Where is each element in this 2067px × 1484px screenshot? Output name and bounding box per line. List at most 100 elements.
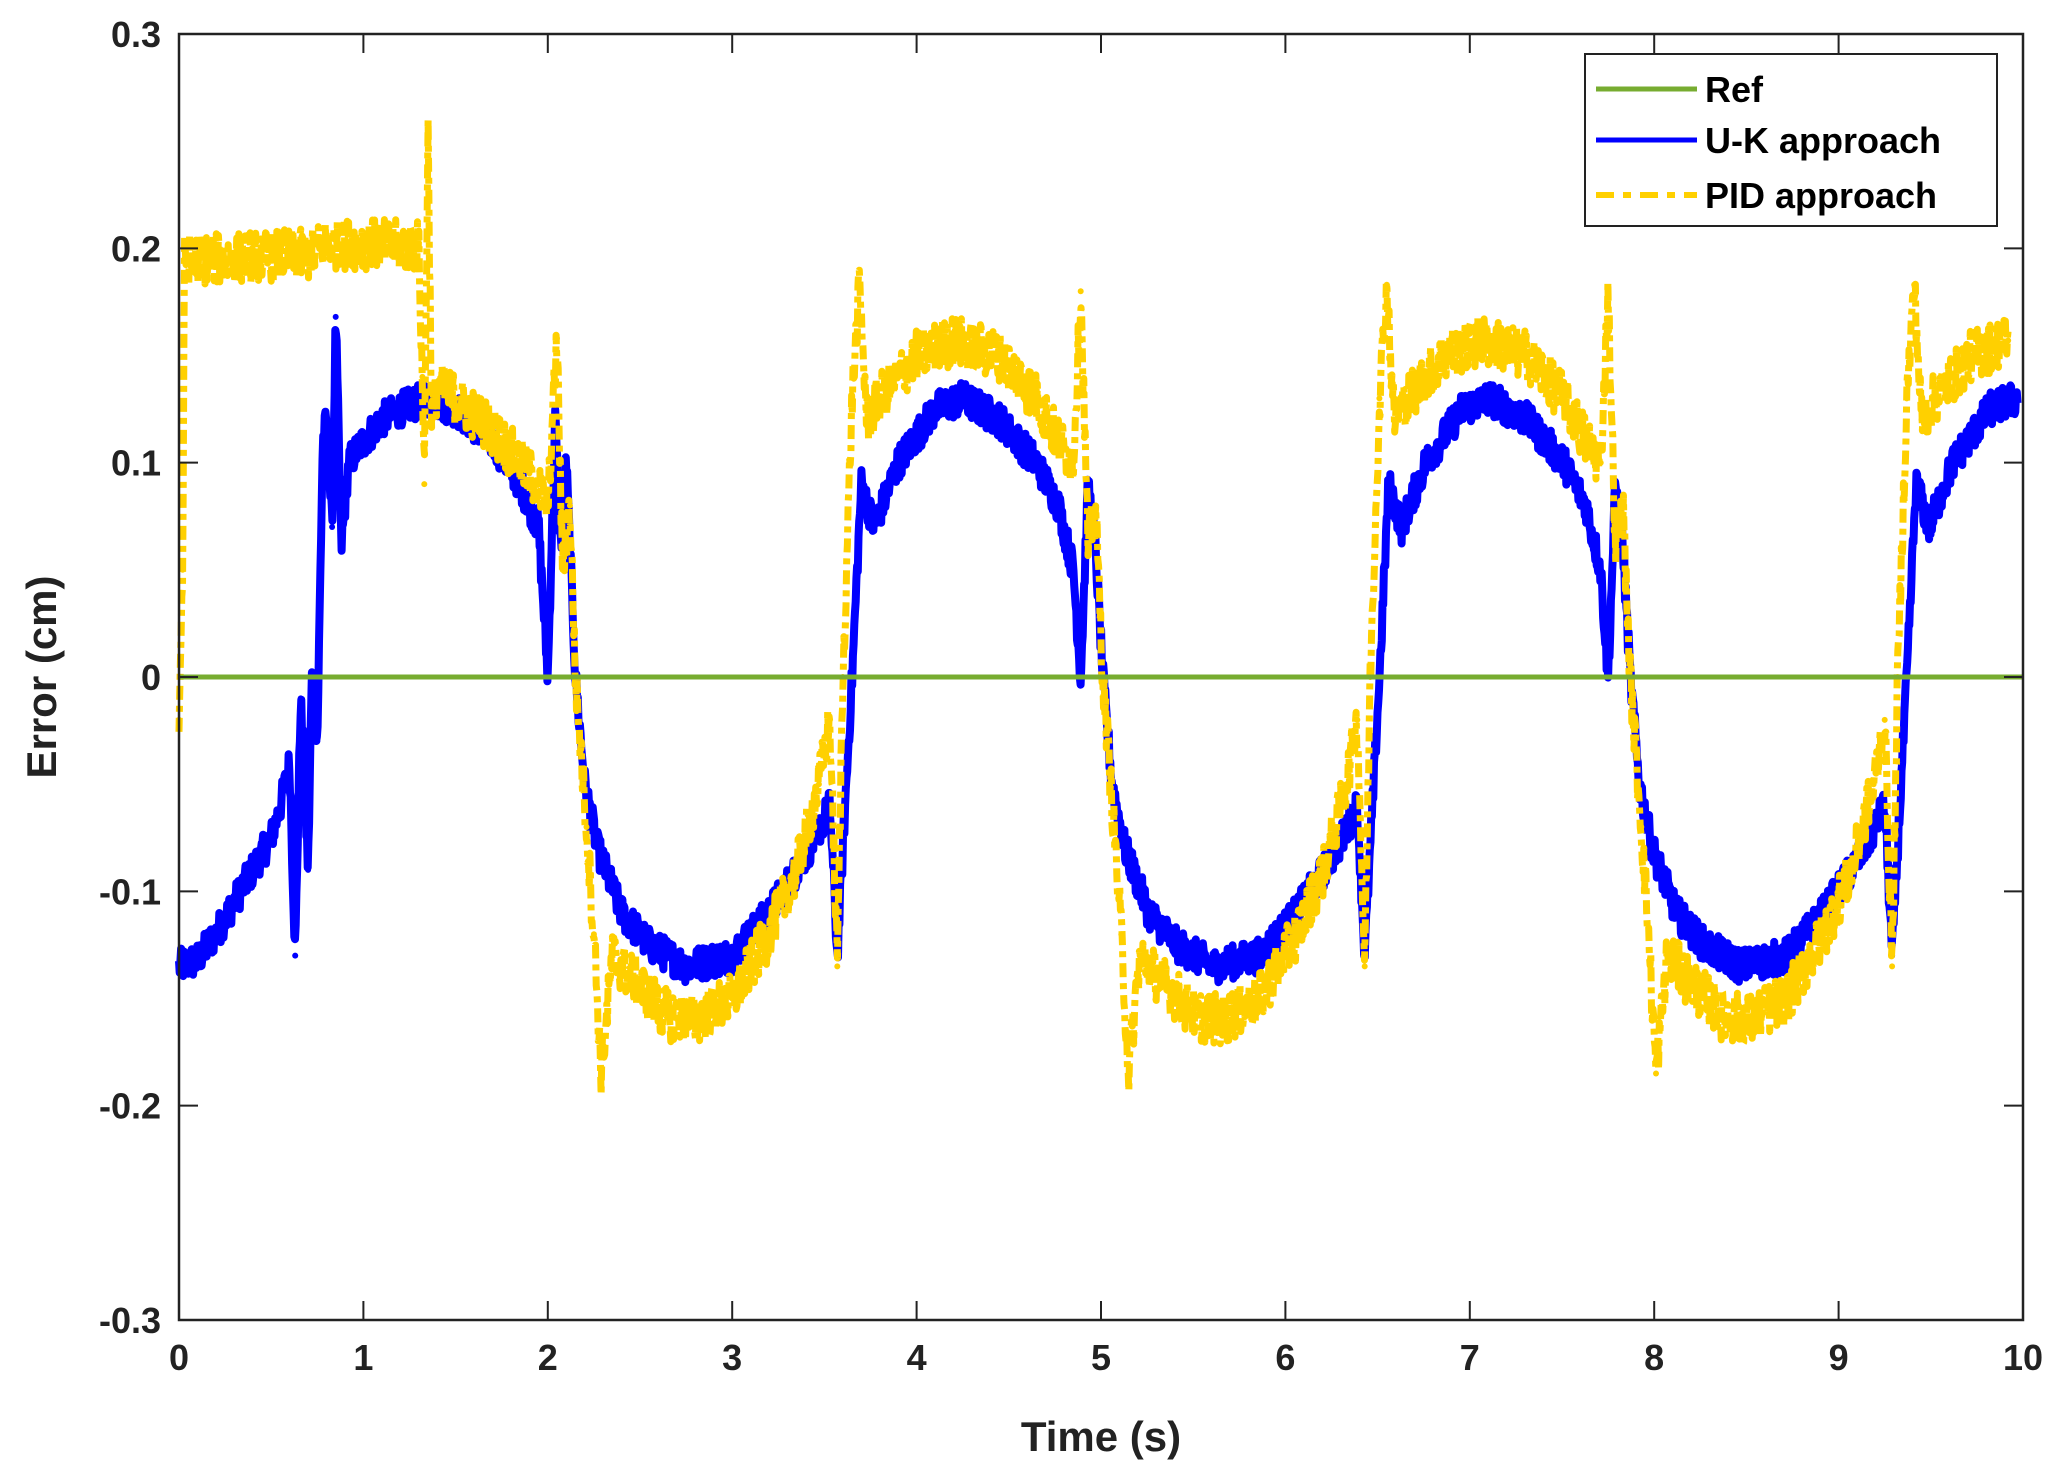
series-pid-approach-point: [627, 974, 634, 981]
series-pid-approach-point: [249, 253, 256, 260]
x-tick-label: 6: [1275, 1337, 1295, 1378]
series-pid-approach-point: [421, 481, 428, 488]
y-tick-label: 0: [141, 657, 161, 698]
series-u-k-approach-point: [871, 524, 878, 530]
series-pid-approach-point: [1638, 824, 1645, 830]
series-u-k-approach-point: [563, 459, 570, 466]
series-pid-approach-point: [1619, 502, 1626, 509]
series-u-k-approach-line: [175, 326, 2022, 987]
series-pid-approach-point: [1376, 395, 1383, 402]
series-u-k-approach-point: [1398, 524, 1405, 530]
series-u-k-approach-point: [1385, 481, 1392, 488]
series-u-k-approach-point: [535, 524, 542, 530]
legend-label-pid: PID approach: [1705, 175, 1937, 216]
series-u-k-approach-point: [1145, 909, 1152, 916]
series-pid-approach-point: [1605, 288, 1612, 295]
series-u-k-approach-point: [1560, 459, 1567, 466]
series-pid-approach-point: [996, 352, 1003, 359]
series-pid-approach-point: [913, 352, 920, 359]
series-u-k-approach-point: [1210, 963, 1217, 970]
series-pid-approach-point: [1055, 438, 1062, 445]
series-u-k-approach-point: [1122, 845, 1128, 852]
series-pid-approach-point: [1931, 395, 1938, 402]
y-tick-label: -0.1: [99, 871, 161, 912]
series-pid-approach-point: [793, 866, 800, 873]
series-u-k-approach-point: [305, 866, 312, 873]
series-pid-approach-point: [554, 335, 560, 342]
series-u-k-approach-point: [1055, 502, 1062, 509]
series-u-k-approach-point: [314, 738, 321, 745]
series-u-k-approach-point: [194, 956, 201, 963]
y-axis-title: Error (cm): [18, 575, 65, 778]
x-tick-label: 4: [907, 1337, 927, 1378]
series-u-k-approach-point: [286, 759, 293, 766]
series-u-k-approach-point: [1949, 459, 1956, 466]
series-pid-approach-point: [598, 1070, 605, 1077]
series-u-k-approach-point: [1459, 406, 1466, 413]
series-u-k-approach-point: [1524, 416, 1530, 423]
series-pid-approach-point: [1653, 1070, 1659, 1077]
series-pid-approach-point: [1820, 931, 1827, 938]
series-u-k-approach-point: [646, 941, 653, 948]
series-pid-approach-point: [1524, 352, 1530, 359]
series-u-k-approach-point: [1649, 845, 1656, 852]
series-u-k-approach-point: [1597, 566, 1604, 573]
series-pid-approach-point: [1136, 952, 1143, 959]
x-tick-label: 3: [722, 1337, 742, 1378]
series-layer: [175, 116, 2023, 1099]
y-tick-label: 0.2: [111, 228, 161, 269]
series-pid-approach-point: [1085, 545, 1092, 552]
series-pid-approach-point: [1889, 963, 1896, 970]
y-tick-label: 0.1: [111, 443, 161, 484]
series-u-k-approach-point: [1173, 941, 1180, 948]
x-tick-label: 5: [1091, 1337, 1111, 1378]
series-u-k-approach-point: [332, 313, 339, 320]
series-pid-approach-point: [1293, 931, 1300, 938]
series-pid-approach-point: [428, 416, 435, 423]
legend-label-uk: U-K approach: [1705, 120, 1941, 161]
series-pid-approach-point: [323, 241, 330, 247]
series-pid-approach-point: [286, 251, 293, 258]
x-tick-label: 10: [2003, 1337, 2043, 1378]
series-pid-approach-point: [1747, 1016, 1754, 1023]
series-pid-approach-point: [179, 566, 186, 573]
series-pid-approach-point: [1391, 416, 1398, 423]
series-pid-approach-point: [950, 337, 957, 344]
series-pid-approach-point: [1911, 281, 1918, 288]
series-u-k-approach-point: [1422, 459, 1429, 466]
series-u-k-approach-point: [268, 834, 275, 841]
series-u-k-approach-point: [360, 438, 367, 445]
series-u-k-approach-point: [1986, 406, 1993, 413]
series-pid-approach-point: [544, 502, 551, 509]
series-u-k-approach-point: [319, 438, 326, 445]
series-u-k-approach-point: [1070, 566, 1077, 573]
series-pid-approach-point: [1719, 1012, 1726, 1019]
series-pid-approach-point: [526, 470, 533, 477]
series-u-k-approach-point: [996, 416, 1003, 423]
series-u-k-approach-point: [345, 459, 352, 466]
series-pid-approach-point: [1404, 395, 1411, 402]
series-u-k-approach-point: [2014, 395, 2021, 402]
series-pid-approach-point: [826, 716, 833, 723]
series-pid-approach-point: [1881, 716, 1888, 723]
series-pid-approach-point: [1077, 288, 1084, 295]
series-pid-approach-point: [1033, 395, 1040, 402]
series-pid-approach-point: [212, 256, 219, 262]
series-pid-approach-point: [1477, 337, 1484, 344]
series-pid-approach-point: [1125, 1070, 1132, 1077]
series-pid-approach-point: [1441, 352, 1447, 359]
series-pid-approach-point: [876, 395, 883, 402]
series-pid-approach-point: [1354, 716, 1361, 723]
series-pid-approach-point: [1682, 974, 1689, 981]
series-u-k-approach-point: [1926, 524, 1932, 530]
x-tick-label: 1: [353, 1337, 373, 1378]
series-u-k-approach-point: [1583, 502, 1589, 509]
series-u-k-approach-point: [397, 406, 404, 413]
series-u-k-approach-point: [618, 909, 625, 916]
series-u-k-approach-point: [1033, 459, 1040, 466]
series-pid-approach-point: [1110, 824, 1117, 830]
series-pid-approach-line: [175, 116, 2012, 1099]
series-pid-approach-point: [452, 395, 459, 402]
series-pid-approach-point: [1583, 438, 1589, 445]
